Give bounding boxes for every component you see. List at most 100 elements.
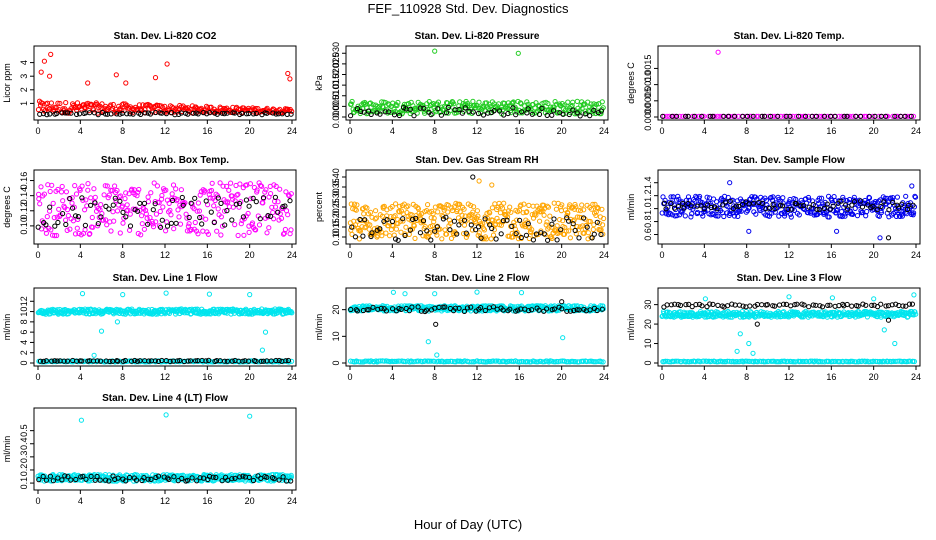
data-point	[557, 217, 563, 223]
data-point	[139, 106, 145, 113]
data-point	[133, 477, 140, 483]
data-point	[854, 213, 861, 219]
data-point	[268, 191, 274, 197]
data-point	[576, 235, 582, 241]
data-point	[232, 222, 238, 228]
x-tick-label: 0	[659, 372, 664, 382]
data-point	[112, 183, 118, 189]
data-point	[462, 105, 468, 111]
data-point	[545, 100, 551, 107]
x-tick-label: 4	[390, 372, 395, 382]
data-point	[727, 198, 733, 204]
data-point	[890, 195, 896, 201]
data-point	[393, 201, 399, 207]
data-point	[370, 304, 376, 310]
data-point	[171, 226, 177, 232]
data-point	[767, 210, 773, 216]
data-point	[285, 70, 291, 77]
data-point	[110, 101, 116, 108]
x-tick-label: 0	[35, 126, 40, 136]
data-point	[785, 358, 791, 364]
data-point	[348, 306, 354, 313]
data-point	[259, 183, 265, 189]
data-point	[505, 110, 511, 117]
data-point	[169, 191, 175, 197]
y-tick-label: 2	[19, 87, 29, 92]
data-point	[65, 213, 72, 219]
data-point	[829, 295, 836, 301]
data-point	[507, 204, 513, 210]
data-point	[415, 304, 421, 310]
x-tick-label: 4	[390, 250, 395, 260]
data-point	[224, 110, 230, 116]
data-point	[537, 218, 543, 224]
data-point	[64, 358, 71, 364]
data-point	[141, 475, 147, 481]
data-point	[240, 214, 246, 220]
data-point	[843, 202, 849, 208]
data-point	[572, 227, 578, 234]
data-point	[907, 358, 913, 364]
data-point	[816, 195, 823, 201]
data-point	[118, 193, 124, 199]
data-point	[440, 304, 446, 310]
panel-title: Stan. Dev. Li-820 Pressure	[415, 31, 540, 42]
data-point	[285, 192, 292, 198]
x-tick-label: 20	[557, 126, 567, 136]
data-point	[209, 180, 215, 186]
data-point	[779, 203, 786, 209]
data-point	[210, 474, 216, 480]
data-point	[488, 236, 494, 242]
data-point	[470, 109, 476, 115]
data-point	[388, 103, 395, 109]
data-point	[677, 302, 684, 308]
data-point	[373, 208, 379, 214]
data-point	[206, 191, 212, 198]
data-point	[367, 222, 373, 228]
data-point	[801, 202, 807, 209]
data-point	[197, 214, 203, 221]
data-point	[276, 357, 282, 364]
data-point	[417, 230, 423, 236]
data-point	[663, 206, 669, 212]
data-point	[601, 215, 607, 222]
y-tick-label: 0.15	[331, 218, 341, 236]
data-point	[478, 305, 484, 311]
data-point	[400, 218, 406, 224]
data-point	[600, 222, 606, 228]
data-point	[176, 111, 182, 118]
data-point	[139, 221, 145, 227]
data-point	[354, 202, 360, 208]
data-point	[554, 223, 560, 229]
points	[660, 49, 917, 119]
data-point	[493, 358, 500, 364]
data-point	[141, 226, 147, 232]
data-point	[224, 183, 230, 189]
data-point	[721, 213, 727, 220]
panel-3: Stan. Dev. Li-820 Temp.degrees C0 4 8 12 16 2…	[626, 31, 921, 136]
data-point	[590, 201, 596, 207]
data-point	[47, 473, 54, 479]
data-point	[164, 219, 170, 225]
data-point	[349, 224, 355, 230]
data-point	[425, 202, 431, 208]
data-point	[70, 205, 76, 211]
data-point	[70, 218, 77, 224]
x-tick-label: 8	[432, 372, 437, 382]
data-point	[357, 359, 364, 365]
data-point	[420, 218, 427, 224]
y-axis-label: ml/min	[314, 314, 324, 341]
data-point	[111, 218, 117, 224]
data-point	[898, 209, 904, 215]
data-point	[379, 233, 385, 239]
data-point	[573, 204, 579, 210]
data-point	[63, 100, 69, 106]
data-point	[707, 113, 713, 119]
data-point	[832, 113, 838, 119]
data-point	[132, 357, 138, 364]
data-point	[233, 201, 239, 207]
data-point	[598, 231, 604, 238]
data-point	[55, 475, 61, 481]
data-point	[900, 303, 906, 309]
